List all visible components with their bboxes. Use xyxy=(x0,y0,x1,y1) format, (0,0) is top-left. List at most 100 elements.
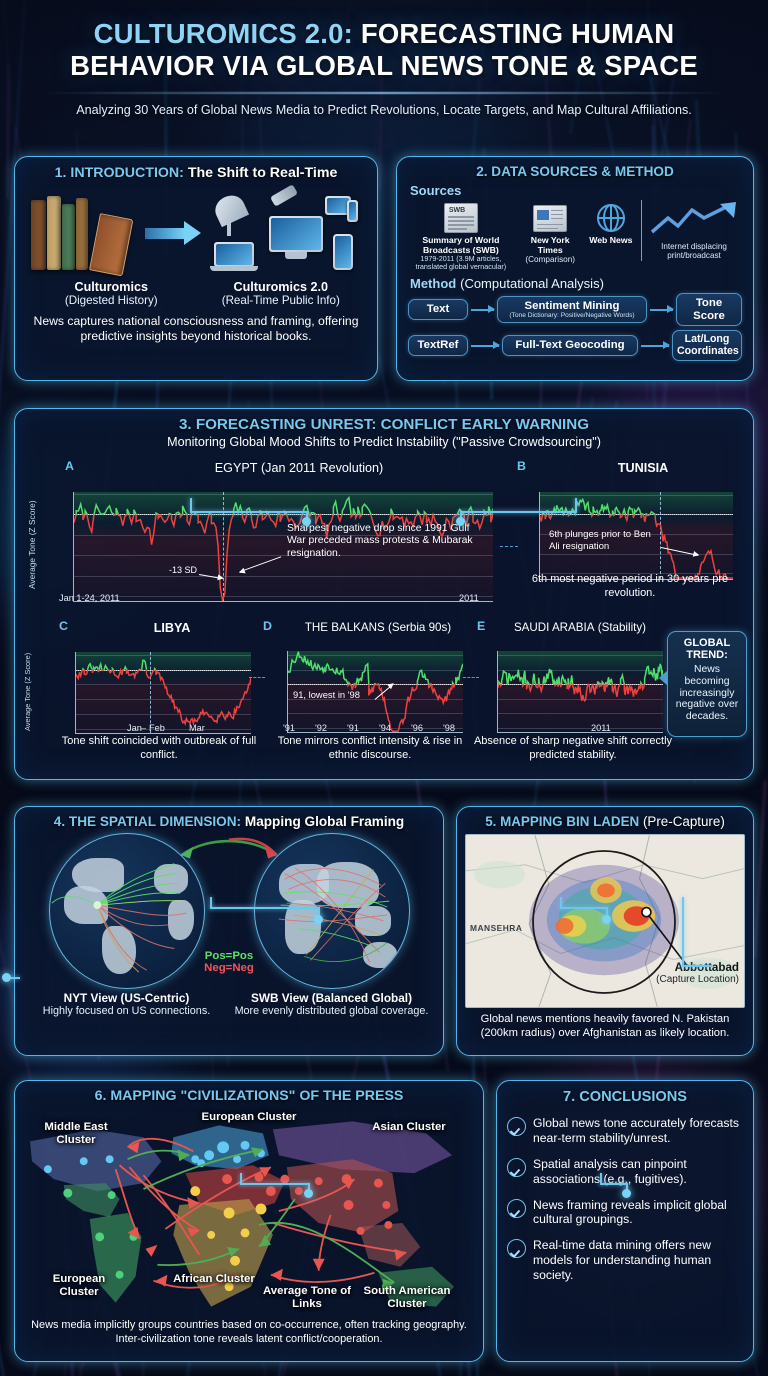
panel-data-sources-method: 2. DATA SOURCES & METHOD Sources SWB Sum… xyxy=(396,156,754,381)
chart-a-letter: A xyxy=(65,459,74,473)
chart-c-caption: Tone shift coincided with outbreak of fu… xyxy=(53,735,265,762)
flow1-process[interactable]: Sentiment Mining (Tone Dictionary: Posit… xyxy=(497,296,647,324)
method-heading-sub: (Computational Analysis) xyxy=(460,276,604,291)
panel3-subtitle: Monitoring Global Mood Shifts to Predict… xyxy=(25,435,743,449)
conclusion-text-2: Spatial analysis can pinpoint associatio… xyxy=(533,1157,743,1187)
globe-swb-view xyxy=(254,833,410,989)
culturomics-label: Culturomics xyxy=(33,280,189,294)
flow2-arrow-1 xyxy=(471,345,499,347)
chart-a-title-sub: (Jan 2011 Revolution) xyxy=(261,461,383,475)
chart-c-ylabel: Average Tone (Z Score) xyxy=(23,653,32,731)
method-flow-1: Text Sentiment Mining (Tone Dictionary: … xyxy=(408,293,742,326)
source-nyt: New York Times (Comparison) xyxy=(516,200,585,264)
chart-d-xtick-5: '98 xyxy=(443,723,455,733)
sources-heading: Sources xyxy=(410,183,744,198)
chart-e-letter: E xyxy=(477,619,485,633)
flow1-output[interactable]: Tone Score xyxy=(676,293,742,326)
panel1-caption: News captures national consciousness and… xyxy=(25,314,367,344)
source-swb-detail: 1979-2011 (3.9M articles, translated glo… xyxy=(409,255,513,271)
check-circle-icon xyxy=(507,1117,526,1136)
method-flow-2: TextRef Full-Text Geocoding Lat/Long Coo… xyxy=(408,330,742,361)
nyt-view-label: NYT View (US-Centric) xyxy=(28,991,225,1005)
chart-tunisia: B TUNISIA 10-1-2-3 6th plunges prior to … xyxy=(515,461,745,621)
swb-view-label: SWB View (Balanced Global) xyxy=(233,991,430,1005)
page-title-line-1: CULTUROMICS 2.0: FORECASTING HUMAN xyxy=(14,18,754,50)
chart-egypt: A EGYPT (Jan 2011 Revolution) Average To… xyxy=(59,461,499,611)
source-web-news: Web News xyxy=(585,200,637,246)
check-circle-icon xyxy=(507,1239,526,1258)
abbottabad-sub: (Capture Location) xyxy=(656,974,739,985)
globe-icon xyxy=(588,200,634,236)
chart-b-annotation: 6th plunges prior to Ben Ali resignation xyxy=(549,529,659,552)
global-trend-text: News becoming increasingly negative over… xyxy=(674,664,740,724)
chart-c-plot: 10-1-2-3-4 xyxy=(75,652,251,734)
trend-note-text: Internet displacing print/broadcast xyxy=(648,242,740,261)
chart-d-xtick-4: '96 xyxy=(411,723,423,733)
method-heading-main: Method xyxy=(410,276,456,291)
source-swb-name: Summary of World Broadcasts (SWB) xyxy=(409,236,513,255)
panel3-title: 3. FORECASTING UNREST: CONFLICT EARLY WA… xyxy=(25,416,743,433)
conclusion-item-4: Real-time data mining offers new models … xyxy=(507,1238,743,1283)
conclusion-text-4: Real-time data mining offers new models … xyxy=(533,1238,743,1283)
source-nyt-name: New York Times xyxy=(519,236,582,255)
stack-of-books-icon xyxy=(29,196,133,270)
tone-series xyxy=(76,652,251,733)
source-swb: SWB Summary of World Broadcasts (SWB) 19… xyxy=(406,200,516,271)
chart-c-xtick-jan: Jan xyxy=(127,723,142,733)
culturomics2-label: Culturomics 2.0 xyxy=(203,280,359,294)
chart-libya: C LIBYA Average Tone (Z Score) 10-1-2-3-… xyxy=(53,621,265,769)
infographic-header: CULTUROMICS 2.0: FORECASTING HUMAN BEHAV… xyxy=(0,0,768,117)
flow1-arrow-1 xyxy=(471,309,494,311)
rising-trend-arrow-icon xyxy=(648,202,740,236)
chart-a-xlabel-left: Jan 1-24, 2011 xyxy=(59,593,120,603)
panel7-title: 7. CONCLUSIONS xyxy=(507,1089,743,1105)
chart-d-letter: D xyxy=(263,619,272,633)
global-trend-heading-2: TREND: xyxy=(674,649,740,661)
flow1-process-label: Sentiment Mining xyxy=(525,300,620,312)
newspaper-icon xyxy=(519,200,582,236)
chart-d-title-sub: (Serbia 90s) xyxy=(388,621,451,634)
culturomics-sublabel: (Digested History) xyxy=(33,294,189,307)
label-european-cluster-top: European Cluster xyxy=(174,1111,324,1124)
flow2-input[interactable]: TextRef xyxy=(408,335,468,356)
globe-nyt-view xyxy=(49,833,205,989)
panel1-right-caption: Culturomics 2.0 (Real-Time Public Info) xyxy=(203,280,359,307)
title-divider xyxy=(44,92,725,94)
panel-spatial-dimension: 4. THE SPATIAL DIMENSION: Mapping Global… xyxy=(14,806,444,1056)
chart-e-title-sub: (Stability) xyxy=(598,621,646,634)
chart-b-letter: B xyxy=(517,459,526,473)
flow2-output[interactable]: Lat/Long Coordinates xyxy=(672,330,742,361)
culturomics2-sublabel: (Real-Time Public Info) xyxy=(203,294,359,307)
globe-right-caption: SWB View (Balanced Global) More evenly d… xyxy=(233,991,430,1017)
abbottabad-label: Abbottabad xyxy=(656,961,739,974)
source-web-name: Web News xyxy=(588,236,634,246)
flow2-process[interactable]: Full-Text Geocoding xyxy=(502,335,638,356)
chart-e-xtick-0: 2011 xyxy=(591,723,611,733)
panel-mapping-bin-laden: 5. MAPPING BIN LADEN (Pre-Capture) xyxy=(456,806,754,1056)
panel-conclusions: 7. CONCLUSIONS Global news tone accurate… xyxy=(496,1080,754,1362)
map-city-label: MANSEHRA xyxy=(470,923,522,933)
flow1-arrow-2 xyxy=(650,309,673,311)
panel1-title-num: 1. INTRODUCTION: xyxy=(55,165,184,181)
chart-e-caption: Absence of sharp negative shift correctl… xyxy=(469,735,677,762)
flow2-arrow-2 xyxy=(641,345,669,347)
newspaper-swb-icon: SWB xyxy=(409,200,513,236)
chart-d-title: THE BALKANS (Serbia 90s) xyxy=(279,621,477,634)
chart-d-xtick-1: '92 xyxy=(315,723,327,733)
page-title-line-2: BEHAVIOR VIA GLOBAL NEWS TONE & SPACE xyxy=(14,50,754,82)
flow1-input[interactable]: Text xyxy=(408,299,468,320)
legend-negative: Neg=Neg xyxy=(204,962,254,975)
nyt-view-sub: Highly focused on US connections. xyxy=(28,1005,225,1017)
chart-d-title-main: THE BALKANS xyxy=(305,621,385,634)
page-subtitle: Analyzing 30 Years of Global News Media … xyxy=(14,103,754,117)
chart-a-title-main: EGYPT xyxy=(215,461,258,475)
swb-view-sub: More evenly distributed global coverage. xyxy=(233,1005,430,1017)
right-arrow-icon xyxy=(145,222,201,244)
chart-a-annotation: Sharpest negative drop since 1991 Gulf W… xyxy=(287,523,487,560)
chart-b-title: TUNISIA xyxy=(541,461,745,475)
panel5-title: 5. MAPPING BIN LADEN (Pre-Capture) xyxy=(465,814,745,829)
chart-c-xtick-mar: Mar xyxy=(189,723,205,733)
label-south-american-cluster: South American Cluster xyxy=(354,1285,460,1310)
conclusion-text-3: News framing reveals implicit global cul… xyxy=(533,1198,743,1228)
panel2-title: 2. DATA SOURCES & METHOD xyxy=(406,164,744,179)
